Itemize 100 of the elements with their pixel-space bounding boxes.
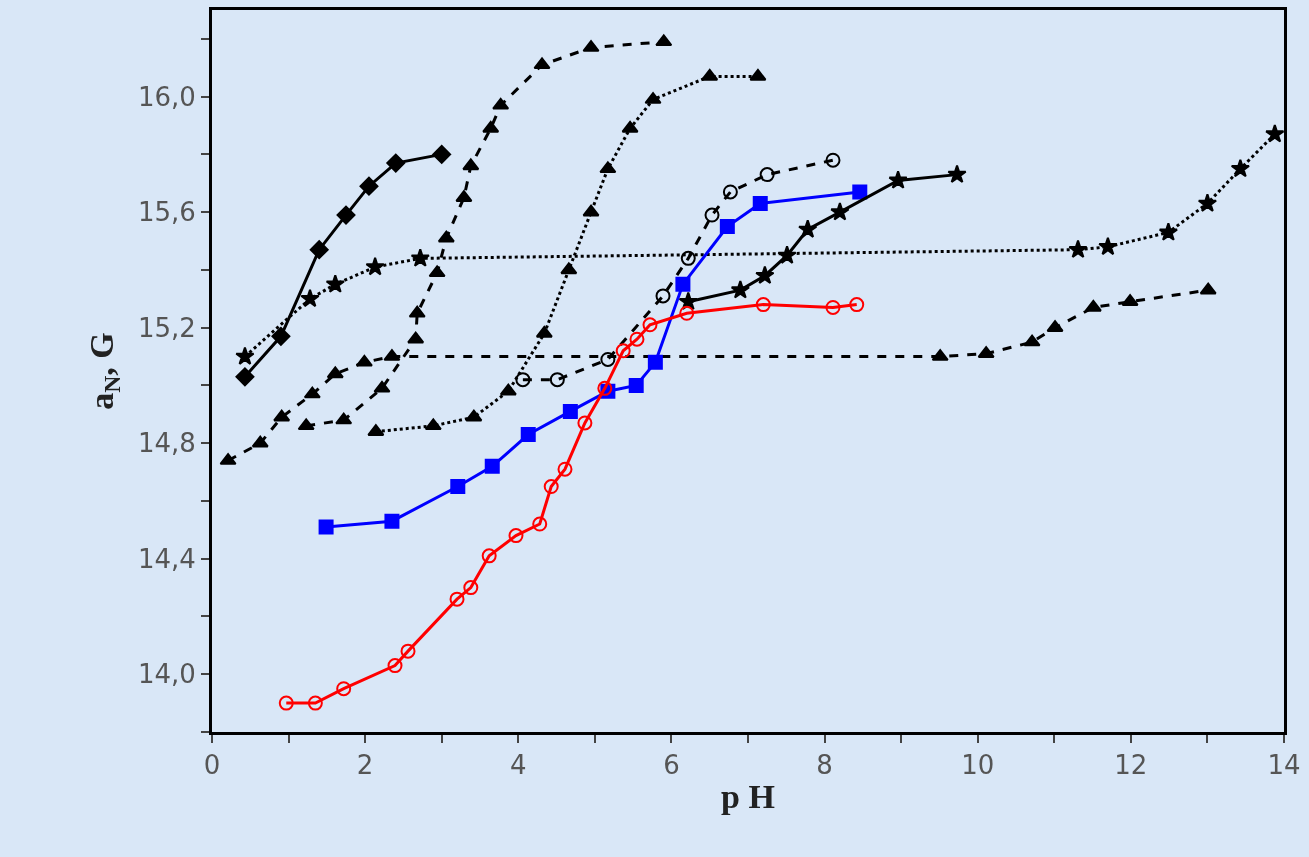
point [629,331,645,347]
point [387,658,403,674]
point [543,479,559,495]
point [560,262,578,275]
point [719,219,735,235]
y-tick-label: 14,4 [137,543,196,574]
point [450,479,466,495]
point [355,354,373,367]
point [535,325,553,338]
point [655,34,673,47]
point [755,297,771,313]
y-tick-label: 15,6 [137,197,196,228]
point [849,297,865,313]
point [499,383,517,396]
point [365,256,385,276]
x-tick-label: 6 [663,750,680,781]
point [600,351,616,367]
y-tick-label: 16,0 [137,81,196,112]
point [520,427,536,443]
point [492,97,510,110]
point [408,305,426,318]
point [384,513,400,529]
point [484,458,500,474]
point [679,305,695,321]
point [582,204,600,217]
x-tick-label: 4 [510,750,527,781]
point [825,299,841,315]
point [1023,334,1041,347]
point [235,346,255,365]
point [278,695,294,711]
point [532,516,548,532]
point [318,519,334,535]
point [373,380,391,393]
point [777,245,797,264]
point [722,184,738,200]
point [647,354,663,370]
point [615,343,631,359]
point [463,580,479,596]
point [830,202,850,221]
point [675,276,691,292]
y-tick-label: 14,8 [137,428,196,459]
point [755,265,775,285]
x-tick-label: 12 [1114,750,1148,781]
x-tick-label: 0 [203,750,221,781]
point [562,403,578,419]
x-tick-label: 2 [356,750,374,781]
point [481,548,497,564]
point [465,409,483,422]
point [386,153,406,173]
point [1230,158,1250,178]
point [432,144,452,164]
point [437,230,455,243]
point [400,643,416,659]
point [1068,239,1088,259]
point [1098,236,1118,256]
x-tick-label: 14 [1267,750,1301,781]
point [326,366,344,379]
point [297,418,315,431]
point [749,68,767,81]
point [428,265,446,278]
point [407,331,425,344]
point [508,528,524,544]
y-tick-label: 14,0 [137,659,196,690]
point [273,409,291,422]
point [462,158,480,171]
point [325,274,345,293]
point [798,219,818,238]
point [251,435,269,448]
point [1265,124,1284,143]
x-tick-label: 8 [816,750,833,781]
point [825,152,841,168]
point [410,248,430,267]
point [303,386,321,399]
x-axis-title: p H [721,777,775,815]
point [1197,193,1218,212]
point [424,418,442,431]
point [300,288,320,308]
point [759,167,775,183]
point [359,176,379,196]
point [704,207,720,223]
point [655,288,671,304]
point [335,412,353,425]
point [599,161,617,174]
point [642,317,658,333]
point [752,196,768,211]
point [482,120,500,133]
point [621,120,639,133]
point [449,591,465,607]
point [1084,299,1102,312]
point [307,695,323,711]
point [557,461,573,477]
point [271,326,291,346]
point [1158,222,1179,241]
point [533,57,551,70]
point [947,164,967,183]
x-tick-label: 10 [961,750,995,781]
point [515,372,531,388]
point [888,170,908,189]
y-tick-label: 15,2 [137,312,196,343]
point [336,681,352,697]
